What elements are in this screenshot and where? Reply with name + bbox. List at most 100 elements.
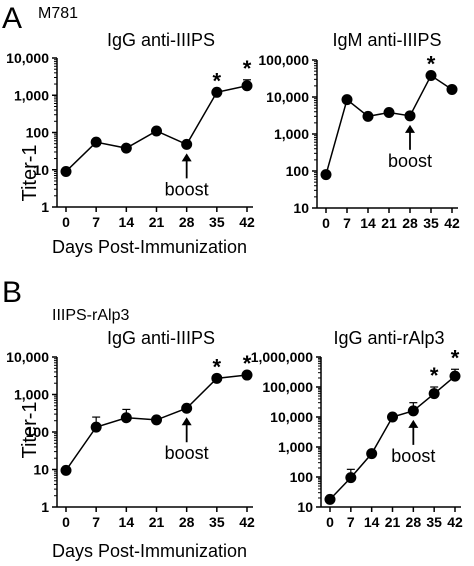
y-tick-label: 1,000 (278, 439, 313, 455)
data-point (366, 448, 378, 460)
x-tick-label: 7 (343, 215, 351, 231)
data-point (428, 388, 440, 400)
y-tick-label: 10,000 (270, 409, 313, 425)
data-point (241, 369, 253, 381)
y-tick-label: 100 (26, 125, 50, 141)
y-tick-label: 1 (41, 199, 49, 215)
data-point (404, 110, 416, 122)
panel-b-subtitle: IIIPS-rAlp3 (52, 307, 129, 324)
data-point (211, 86, 223, 98)
data-point (362, 110, 374, 122)
panel-b-letter: B (2, 276, 22, 309)
x-tick-label: 21 (385, 514, 401, 530)
y-tick-label: 1,000 (274, 126, 309, 142)
chart-2-title: IgM anti-IIIPS (332, 30, 441, 50)
x-tick-label: 42 (447, 514, 463, 530)
panel-a-x-axis-label: Days Post-Immunization (52, 237, 247, 257)
y-tick-label: 1 (41, 499, 49, 515)
significance-star: * (243, 351, 252, 376)
x-tick-label: 14 (360, 215, 376, 231)
chart-4-title: IgG anti-rAlp3 (333, 328, 444, 348)
y-tick-label: 100 (26, 424, 50, 440)
panel-a-y-axis-label: Titer-1 (19, 144, 41, 201)
y-tick-label: 10,000 (6, 349, 49, 365)
panel-b-x-axis-label: Days Post-Immunization (52, 541, 247, 561)
boost-arrowhead (181, 417, 192, 426)
y-tick-label: 100,000 (258, 52, 309, 68)
chart-1-title: IgG anti-IIIPS (107, 30, 215, 50)
data-point (446, 83, 458, 95)
x-tick-label: 28 (179, 214, 195, 230)
data-point (383, 107, 395, 119)
y-tick-label: 10,000 (6, 50, 49, 66)
x-tick-label: 7 (92, 214, 100, 230)
y-tick-label: 100 (290, 469, 314, 485)
significance-star: * (243, 56, 252, 81)
y-tick-label: 10,000 (266, 89, 309, 105)
data-point (181, 402, 193, 414)
x-tick-label: 35 (209, 214, 225, 230)
x-tick-label: 35 (209, 514, 225, 530)
x-tick-label: 28 (406, 514, 422, 530)
data-point (387, 411, 398, 423)
y-tick-label: 1,000 (14, 87, 49, 103)
data-point (341, 94, 353, 106)
y-tick-label: 100,000 (262, 379, 313, 395)
chart-2: 10 100 1,000 10,000 100,000 0 7 14 21 28 35 42 * boos… (258, 52, 460, 231)
boost-label: boost (165, 179, 209, 199)
y-tick-label: 10 (293, 200, 309, 216)
significance-star: * (451, 345, 460, 370)
chart-3: 1 10 100 1,000 10,000 0 7 14 21 28 35 42 * * boost (6, 349, 255, 530)
y-tick-label: 100 (286, 163, 310, 179)
boost-label: boost (391, 446, 435, 466)
x-tick-label: 14 (364, 514, 380, 530)
data-point (60, 165, 72, 177)
data-point (241, 80, 253, 92)
y-tick-label: 1,000,000 (251, 349, 313, 365)
panel-a-letter: A (2, 2, 22, 35)
chart-4: 10 100 1,000 10,000 100,000 1,000,000 0 7 14 21 28… (251, 345, 463, 530)
x-tick-label: 21 (149, 514, 165, 530)
significance-star: * (213, 354, 222, 379)
x-tick-label: 21 (149, 214, 165, 230)
panel-a-subtitle: M781 (38, 5, 78, 22)
panel-b-y-axis-label: Titer-1 (19, 401, 41, 458)
data-point (90, 421, 102, 433)
significance-star: * (430, 363, 439, 388)
data-point (407, 405, 419, 417)
data-point (60, 464, 72, 476)
y-tick-label: 10 (33, 162, 49, 178)
data-point (211, 372, 223, 384)
x-tick-label: 35 (426, 514, 442, 530)
x-tick-label: 21 (381, 215, 397, 231)
x-tick-label: 42 (444, 215, 460, 231)
y-tick-label: 10 (33, 462, 49, 478)
x-tick-label: 28 (402, 215, 418, 231)
x-tick-label: 0 (322, 215, 330, 231)
x-tick-label: 42 (239, 214, 255, 230)
boost-arrowhead (408, 419, 419, 428)
chart-1: 1 10 100 1,000 10,000 0 7 14 21 28 35 42 * * boost (6, 50, 255, 230)
boost-arrowhead (405, 124, 415, 133)
data-point (151, 414, 162, 426)
data-point (120, 412, 132, 424)
x-tick-label: 0 (62, 214, 70, 230)
data-point (120, 142, 132, 154)
data-point (320, 169, 332, 181)
y-tick-label: 1,000 (14, 387, 49, 403)
x-tick-label: 35 (423, 215, 439, 231)
data-point (449, 370, 461, 382)
significance-star: * (213, 68, 222, 93)
y-tick-label: 10 (297, 499, 313, 515)
data-point (90, 136, 102, 148)
data-point (324, 493, 336, 505)
x-tick-label: 28 (179, 514, 195, 530)
boost-arrowhead (181, 153, 192, 162)
x-tick-label: 7 (347, 514, 355, 530)
significance-star: * (427, 52, 436, 77)
x-tick-label: 14 (119, 214, 135, 230)
chart-3-title: IgG anti-IIIPS (107, 328, 215, 348)
x-tick-label: 0 (62, 514, 70, 530)
x-tick-label: 7 (92, 514, 100, 530)
x-tick-label: 14 (119, 514, 135, 530)
